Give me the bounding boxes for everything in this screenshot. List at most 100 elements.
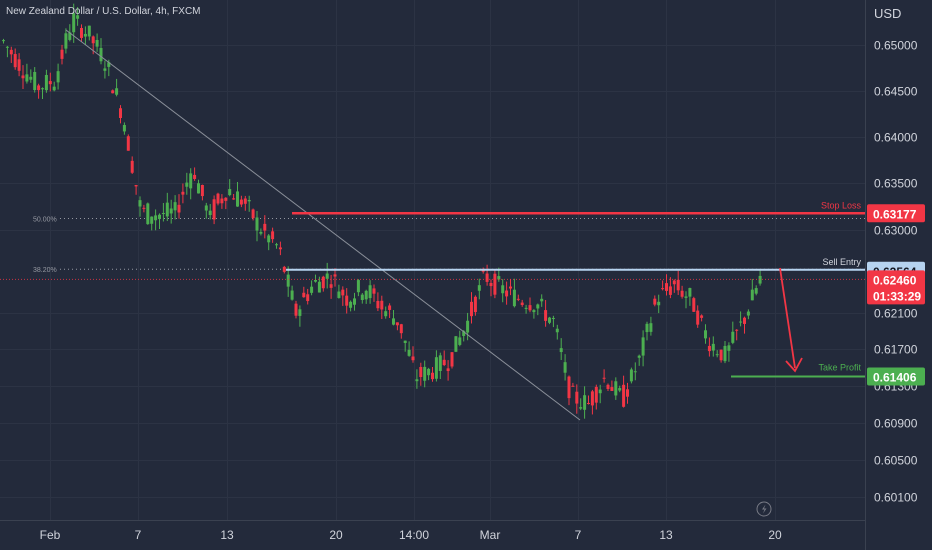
candle-body xyxy=(641,337,645,356)
candle-body xyxy=(267,235,271,243)
time-tick-label: 20 xyxy=(768,528,782,542)
candle-body xyxy=(212,199,216,220)
projection-arrow[interactable] xyxy=(779,267,796,369)
candle-body xyxy=(345,295,349,306)
candle-body xyxy=(583,395,587,410)
candle-body xyxy=(661,288,665,290)
candle-body xyxy=(610,387,614,391)
price-tick-label: 0.61700 xyxy=(874,343,918,357)
candle-body xyxy=(676,279,680,291)
candle-body xyxy=(138,200,142,207)
candle-body xyxy=(41,88,44,90)
candle-body xyxy=(216,193,220,204)
candle-body xyxy=(368,285,372,299)
price-tick-label: 0.60100 xyxy=(874,491,918,505)
time-ticks: Feb 7 13 20 14:00 Mar 7 13 20 xyxy=(40,528,782,542)
price-tick-label: 0.64000 xyxy=(874,131,918,145)
candle-body xyxy=(626,389,629,397)
candle-body xyxy=(310,286,314,293)
candle-body xyxy=(64,33,68,49)
candle-body xyxy=(251,209,255,219)
time-axis[interactable] xyxy=(0,520,865,550)
candle-body xyxy=(360,294,364,300)
candle-body xyxy=(540,298,544,302)
candle-body xyxy=(68,32,72,40)
candle-body xyxy=(528,305,532,311)
candle-body xyxy=(707,345,711,352)
candles xyxy=(2,3,762,419)
candle-body xyxy=(115,88,119,95)
candle-body xyxy=(103,68,107,71)
candle-body xyxy=(376,300,380,309)
candle-body xyxy=(83,33,87,37)
candle-body xyxy=(37,85,41,91)
candle-body xyxy=(493,273,497,295)
trendline[interactable] xyxy=(65,29,581,421)
candle-body xyxy=(21,75,25,79)
candle-body xyxy=(224,197,228,201)
time-tick-label: 7 xyxy=(575,528,582,542)
candle-body xyxy=(146,203,150,225)
price-tick-label: 0.62100 xyxy=(874,307,918,321)
candle-body xyxy=(462,331,466,336)
time-tick-label: 7 xyxy=(135,528,142,542)
candle-body xyxy=(505,290,509,297)
candle-body xyxy=(544,310,548,321)
candle-body xyxy=(559,348,563,353)
svg-text:0.63177: 0.63177 xyxy=(873,207,917,221)
price-tick-label: 0.60900 xyxy=(874,417,918,431)
candle-body xyxy=(594,386,598,403)
candle-body xyxy=(434,357,438,379)
candle-body xyxy=(173,202,177,211)
candle-body xyxy=(497,276,501,280)
candle-body xyxy=(259,231,263,234)
symbol-title[interactable]: New Zealand Dollar / U.S. Dollar, 4h, FX… xyxy=(6,6,201,17)
candle-body xyxy=(758,275,762,284)
candle-body xyxy=(536,304,540,309)
candle-body xyxy=(353,298,356,305)
candle-body xyxy=(239,199,243,205)
candle-body xyxy=(329,284,333,288)
candle-body xyxy=(294,303,298,316)
candle-body xyxy=(735,329,739,331)
candle-body xyxy=(618,388,622,391)
candle-body xyxy=(743,317,746,324)
candle-body xyxy=(470,301,473,317)
annotations: Stop Loss Sell Entry Take Profit xyxy=(0,29,865,421)
candle-body xyxy=(731,331,735,343)
candle-body xyxy=(44,74,48,91)
price-tick-label: 0.64500 xyxy=(874,85,918,99)
candle-body xyxy=(177,204,181,213)
candle-body xyxy=(704,330,707,339)
candle-body xyxy=(247,199,251,202)
candle-body xyxy=(477,285,481,291)
candle-body xyxy=(672,280,676,285)
candle-body xyxy=(516,298,520,300)
candle-body xyxy=(150,216,154,224)
candle-body xyxy=(696,310,700,325)
candle-body xyxy=(29,76,33,80)
candle-body xyxy=(551,317,555,319)
fib-label: 50.00% xyxy=(33,217,57,224)
candle-body xyxy=(680,290,684,297)
candle-body xyxy=(52,86,56,91)
candle-body xyxy=(668,286,672,295)
stop-loss-label: Stop Loss xyxy=(821,200,862,210)
candle-body xyxy=(622,384,626,407)
candle-body xyxy=(395,322,399,326)
candle-body xyxy=(290,290,294,300)
candle-body xyxy=(298,309,302,316)
candle-body xyxy=(325,273,329,279)
time-tick-label: 14:00 xyxy=(399,528,429,542)
candle-body xyxy=(306,294,310,302)
candle-body xyxy=(208,210,212,216)
candle-body xyxy=(399,324,403,334)
candle-body xyxy=(33,71,37,91)
lightning-icon[interactable] xyxy=(756,501,772,517)
candle-body xyxy=(575,391,579,404)
candle-body xyxy=(282,266,286,272)
candle-body xyxy=(415,379,419,382)
candle-body xyxy=(555,328,559,333)
